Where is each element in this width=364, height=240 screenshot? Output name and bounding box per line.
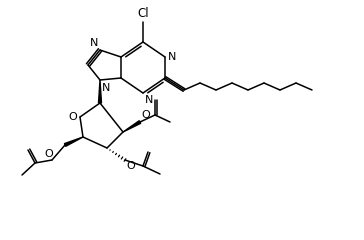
Text: N: N [90, 38, 98, 48]
Text: N: N [168, 52, 177, 62]
Text: N: N [145, 95, 153, 105]
Text: N: N [102, 83, 110, 93]
Polygon shape [99, 80, 102, 103]
Text: O: O [126, 161, 135, 171]
Text: O: O [44, 149, 53, 159]
Text: O: O [68, 112, 77, 122]
Polygon shape [64, 137, 83, 146]
Polygon shape [123, 121, 141, 132]
Text: Cl: Cl [137, 7, 149, 20]
Text: O: O [141, 110, 150, 120]
